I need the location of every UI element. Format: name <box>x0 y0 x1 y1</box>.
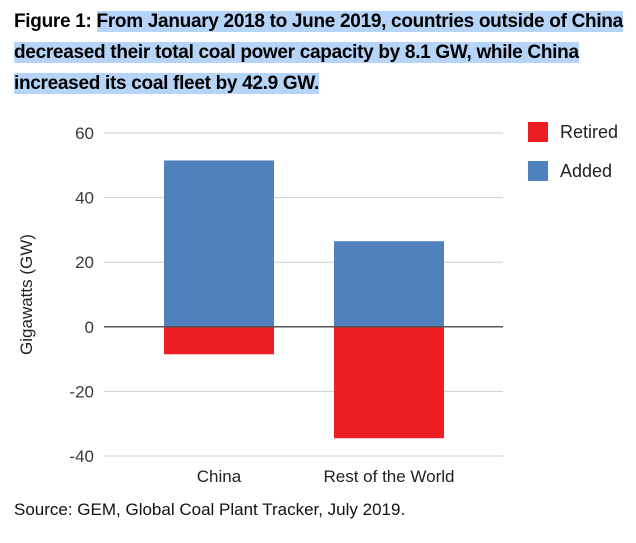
x-category-label: Rest of the World <box>323 467 454 486</box>
figure-caption-label: Figure 1: <box>14 11 92 32</box>
x-category-label: China <box>197 467 242 486</box>
bars <box>164 160 444 439</box>
x-category-labels: China Rest of the World <box>197 467 455 486</box>
y-tick-label: 40 <box>75 189 94 208</box>
bar-added-rest-of-the-world <box>334 241 444 327</box>
figure-caption: Figure 1: From January 2018 to June 2019… <box>14 6 624 99</box>
legend-swatch-retired <box>528 122 548 142</box>
legend: Retired Added <box>528 122 618 181</box>
y-tick-label: -40 <box>69 447 94 466</box>
y-axis-label: Gigawatts (GW) <box>17 234 36 355</box>
bar-added-china <box>164 160 274 327</box>
bar-retired-rest-of-the-world <box>334 326 444 439</box>
y-tick-label: -20 <box>69 382 94 401</box>
legend-label-retired: Retired <box>560 122 618 142</box>
legend-swatch-added <box>528 161 548 181</box>
y-tick-label: 0 <box>85 318 94 337</box>
source-note: Source: GEM, Global Coal Plant Tracker, … <box>14 500 406 519</box>
y-tick-label: 60 <box>75 124 94 143</box>
bar-retired-china <box>164 326 274 355</box>
legend-label-added: Added <box>560 161 612 181</box>
y-tick-label: 20 <box>75 253 94 272</box>
y-tick-labels: 60 40 20 0 -20 -40 <box>69 124 94 466</box>
